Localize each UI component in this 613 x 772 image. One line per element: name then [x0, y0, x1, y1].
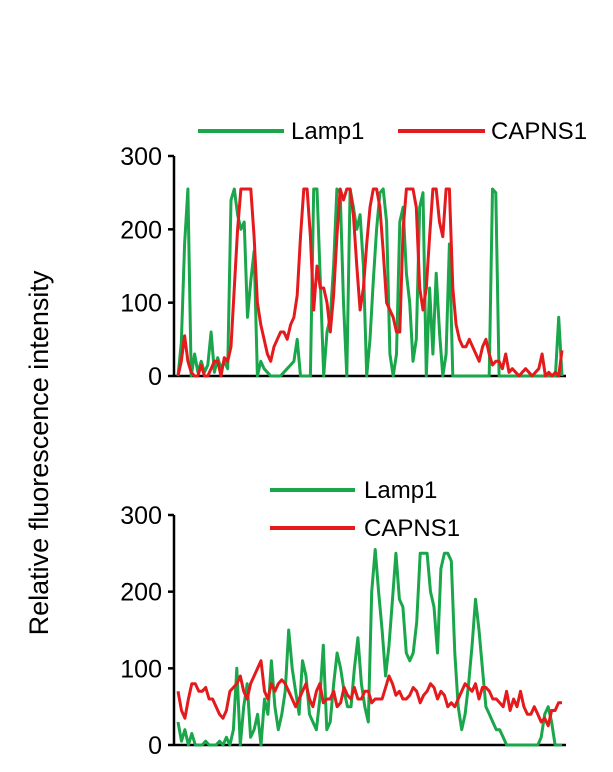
y-axis-label: Relative fluorescence intensity [24, 270, 54, 635]
bottom-y-tick-label-200: 200 [120, 579, 162, 607]
top-y-tick-label-300: 300 [120, 143, 162, 171]
bottom-plot-lines [176, 548, 562, 747]
top-series-line-capns1 [176, 187, 564, 378]
bottom-series-line-lamp1 [176, 548, 562, 747]
bottom-y-tick-label-100: 100 [120, 655, 162, 683]
bottom-series-line-capns1 [176, 659, 562, 728]
bottom-y-tick-label-300: 300 [120, 502, 162, 530]
bottom-legend-label-capns1: CAPNS1 [364, 515, 460, 542]
bottom-y-tick-label-0: 0 [148, 732, 162, 760]
bottom-panel: Lamp1 CAPNS1 0 100 200 300 [120, 477, 566, 760]
bottom-legend: Lamp1 CAPNS1 [270, 477, 460, 542]
top-y-tick-label-0: 0 [148, 363, 162, 391]
top-panel: Lamp1 CAPNS1 0 100 200 300 [120, 118, 587, 391]
top-legend-label-lamp1: Lamp1 [291, 118, 364, 145]
top-legend: Lamp1 CAPNS1 [198, 118, 587, 145]
top-series-line-lamp1 [176, 187, 564, 378]
bottom-y-ticks: 0 100 200 300 [120, 502, 174, 760]
top-legend-label-capns1: CAPNS1 [491, 118, 587, 145]
top-y-tick-label-100: 100 [120, 290, 162, 318]
top-y-ticks: 0 100 200 300 [120, 143, 174, 391]
bottom-legend-label-lamp1: Lamp1 [364, 477, 437, 504]
top-y-tick-label-200: 200 [120, 216, 162, 244]
top-plot-lines [176, 187, 564, 378]
